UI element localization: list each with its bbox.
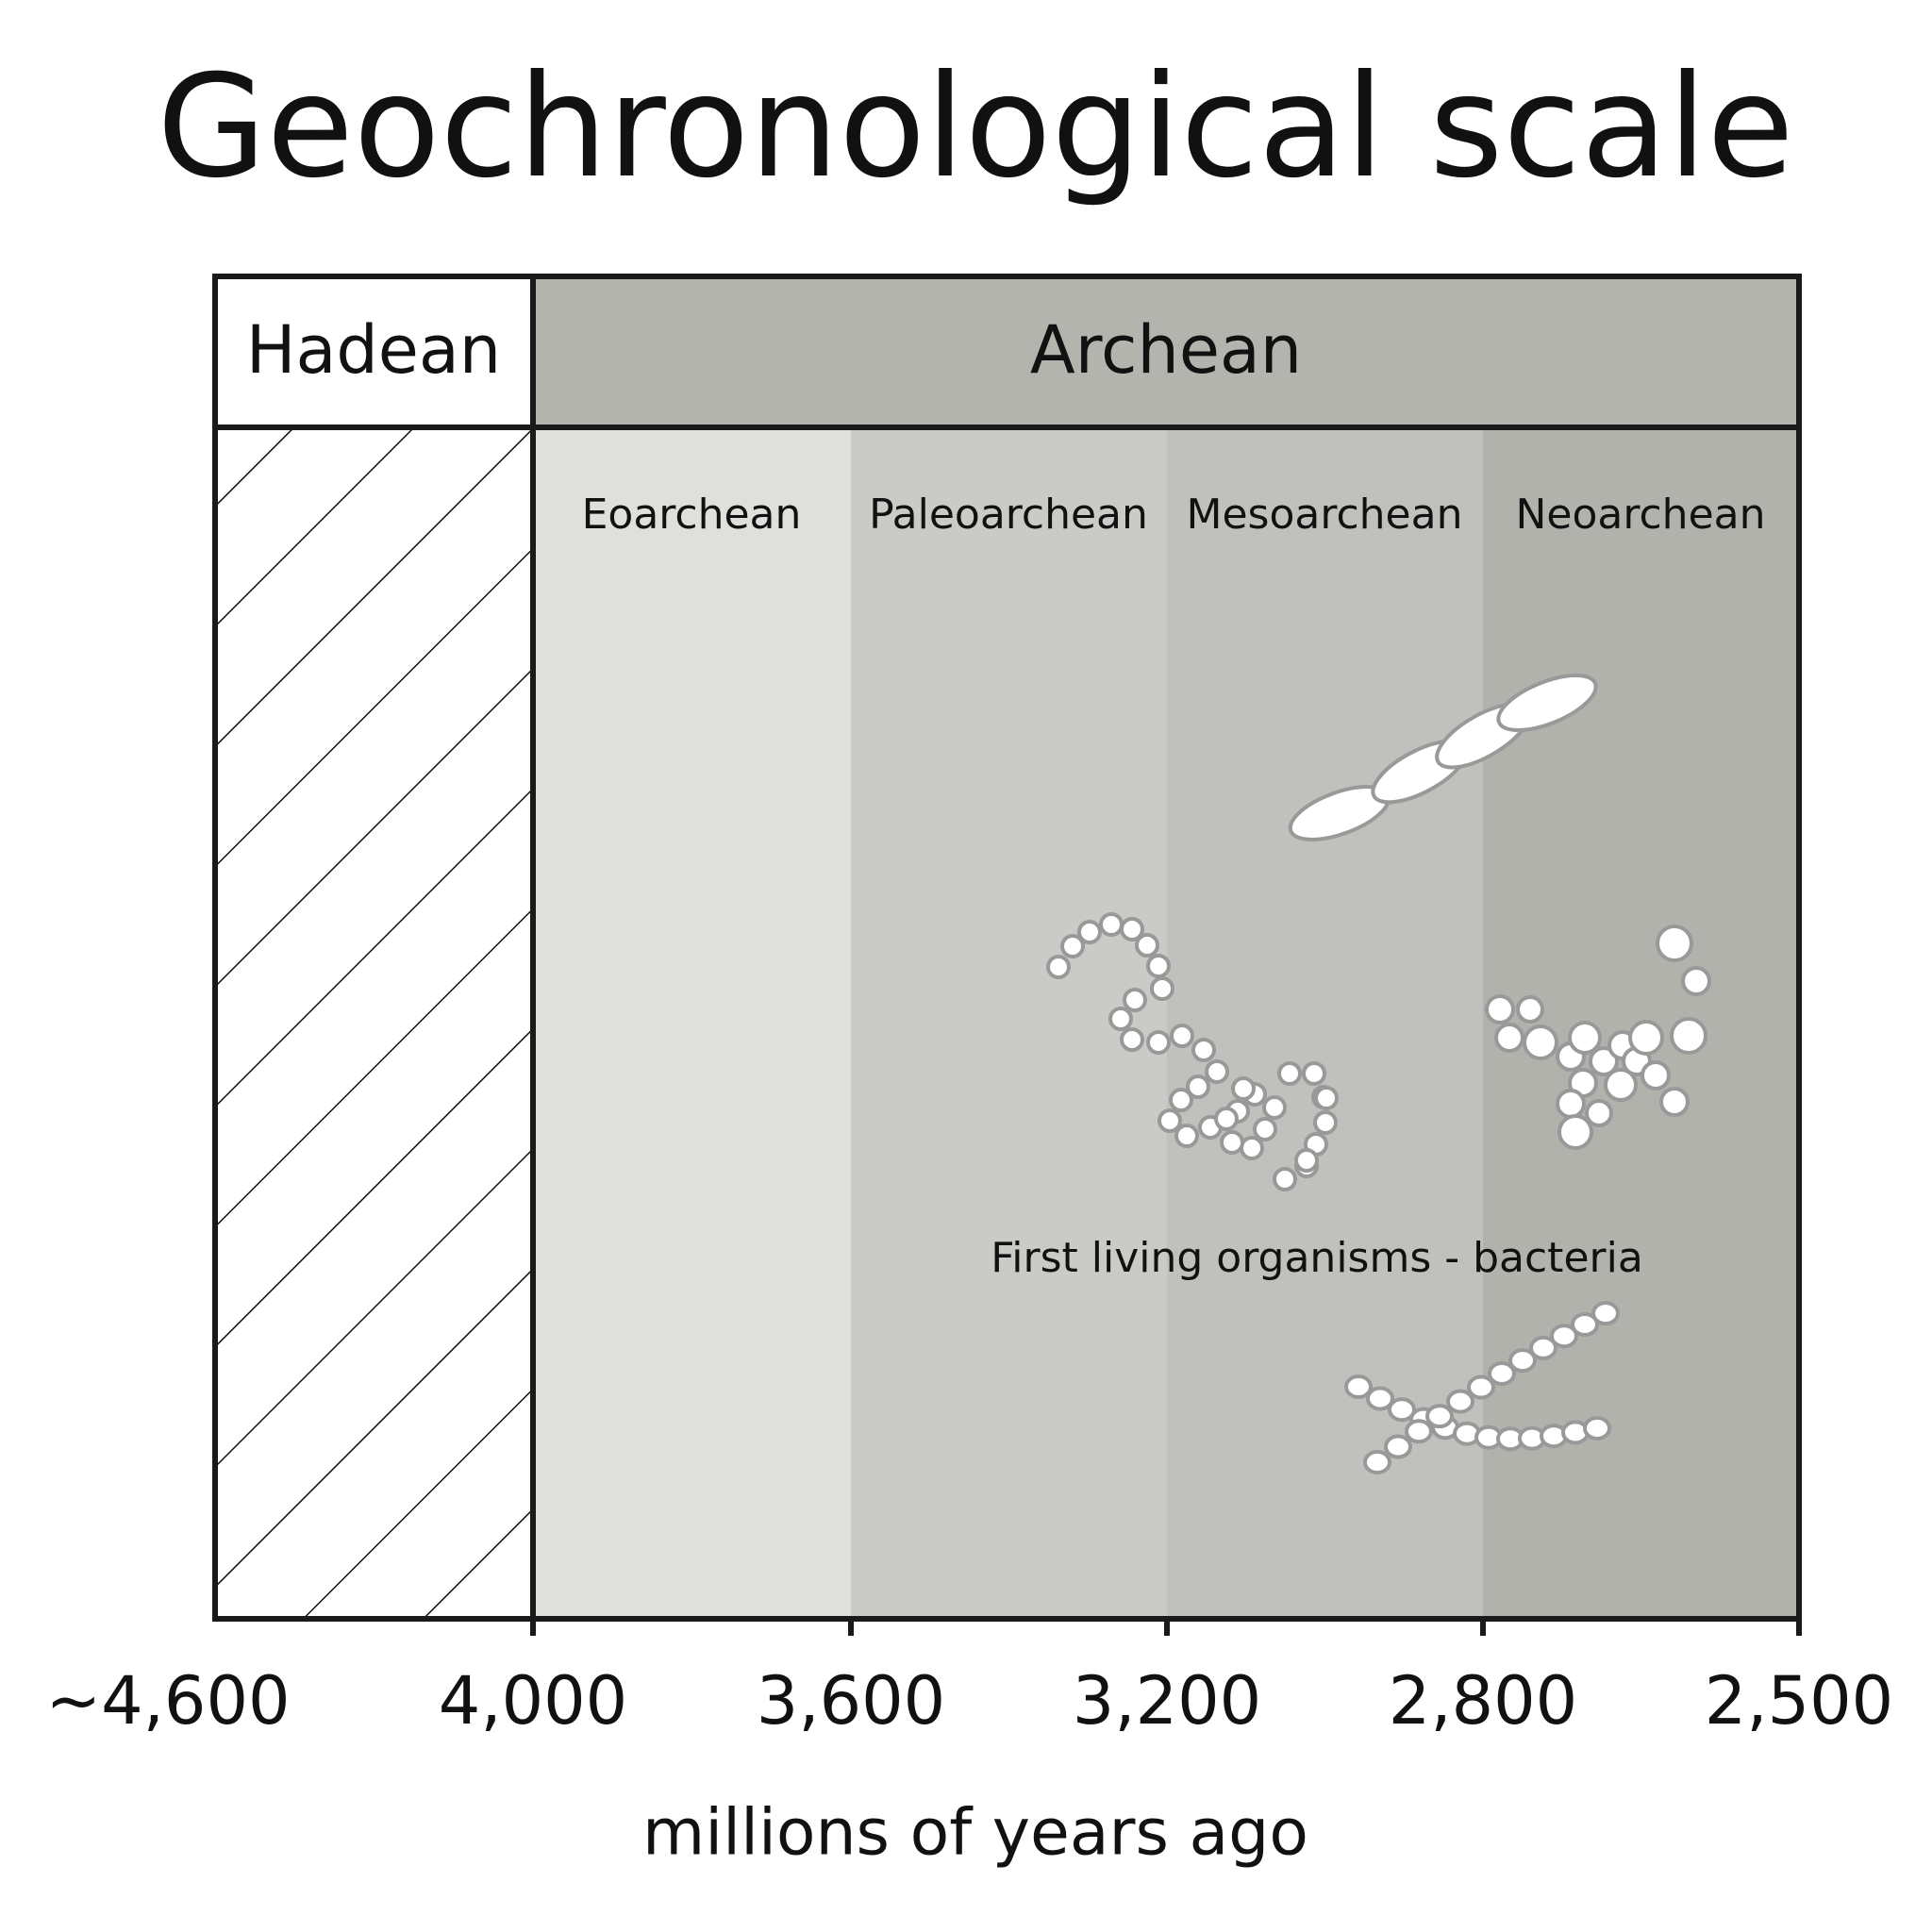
bacterium bbox=[1077, 920, 1102, 944]
bacterium bbox=[1508, 1348, 1537, 1374]
bacterium bbox=[1363, 1450, 1391, 1474]
bacterium bbox=[1135, 933, 1159, 958]
bacterium bbox=[1231, 1076, 1256, 1101]
bacterium bbox=[1681, 966, 1711, 996]
bacterium bbox=[1120, 917, 1144, 941]
era-label: Mesoarchean bbox=[1187, 491, 1463, 539]
archean-header bbox=[533, 276, 1799, 427]
bacterium bbox=[1169, 1088, 1193, 1112]
tick-label: 2,800 bbox=[1389, 1662, 1577, 1740]
bacterium bbox=[1344, 1374, 1373, 1399]
bacterium bbox=[1446, 1389, 1474, 1414]
bacterium bbox=[1277, 1061, 1302, 1086]
bacterium bbox=[1186, 1074, 1210, 1099]
bacterium bbox=[1120, 1027, 1144, 1052]
eon-label: Hadean bbox=[246, 311, 501, 389]
bacterium bbox=[1516, 995, 1544, 1024]
bacterium bbox=[1262, 1095, 1287, 1120]
bacterium bbox=[1158, 1108, 1182, 1133]
bacterium bbox=[1314, 1086, 1339, 1110]
tick-label: 2,500 bbox=[1705, 1662, 1893, 1740]
bacterium bbox=[1571, 1312, 1599, 1338]
bacterium bbox=[1174, 1124, 1199, 1148]
bacterium bbox=[1656, 924, 1693, 962]
tick-label: 3,200 bbox=[1073, 1662, 1261, 1740]
bacterium bbox=[1591, 1301, 1620, 1326]
bacterium bbox=[1467, 1374, 1495, 1400]
bacteria-illustration bbox=[1046, 674, 1711, 1474]
bacterium bbox=[1488, 1361, 1516, 1387]
bacterium bbox=[1659, 1087, 1690, 1117]
bacterium bbox=[1556, 1089, 1586, 1119]
bacterium bbox=[1670, 1017, 1707, 1055]
bacterium bbox=[1583, 1415, 1611, 1441]
era-label: Paleoarchean bbox=[869, 491, 1148, 539]
bacterium bbox=[1568, 1021, 1602, 1055]
bacterium bbox=[1046, 955, 1071, 979]
eon-label: Archean bbox=[1030, 311, 1302, 389]
bacterium bbox=[1191, 1038, 1216, 1062]
bacterium bbox=[1557, 1114, 1593, 1150]
bacterium bbox=[1123, 988, 1147, 1012]
bacterium bbox=[1529, 1335, 1557, 1360]
bacterium bbox=[1294, 1148, 1319, 1173]
bacterium bbox=[1384, 1434, 1412, 1459]
bacterium bbox=[1589, 1046, 1619, 1076]
bacterium bbox=[1150, 976, 1174, 1001]
bacterium bbox=[1494, 1023, 1524, 1053]
bacterium bbox=[1060, 934, 1085, 958]
bacterium bbox=[1146, 954, 1171, 978]
hatching bbox=[215, 427, 533, 1619]
bacterium bbox=[1170, 1024, 1194, 1048]
era-label: Neoarchean bbox=[1516, 491, 1766, 539]
mesoarchean-band bbox=[1167, 427, 1483, 1619]
era-label: Eoarchean bbox=[582, 491, 802, 539]
bacterium bbox=[1205, 1059, 1229, 1084]
bacterium bbox=[1485, 994, 1515, 1024]
bacterium bbox=[1108, 1007, 1133, 1031]
eoarchean-band bbox=[533, 427, 851, 1619]
title: Geochronological scale bbox=[157, 45, 1793, 209]
bacterium bbox=[1214, 1107, 1239, 1131]
bacterium bbox=[1388, 1397, 1416, 1423]
bacterium bbox=[1405, 1419, 1433, 1444]
bacterium bbox=[1523, 1024, 1558, 1060]
bacterium bbox=[1425, 1404, 1454, 1429]
bacterium bbox=[1550, 1324, 1578, 1349]
bacterium bbox=[1273, 1167, 1297, 1191]
bacterium bbox=[1496, 674, 1598, 732]
bacterium bbox=[1253, 1117, 1277, 1141]
annotation: First living organisms - bacteria bbox=[991, 1234, 1643, 1282]
tick-label: ~4,600 bbox=[45, 1662, 290, 1740]
hadean-header bbox=[215, 276, 533, 427]
frame bbox=[212, 274, 1802, 1636]
bacterium bbox=[1628, 1020, 1664, 1056]
bacterium bbox=[1585, 1099, 1613, 1127]
bacterium bbox=[1240, 1136, 1264, 1160]
bacterium bbox=[1604, 1068, 1638, 1102]
bacterium bbox=[1641, 1060, 1671, 1091]
bacterium bbox=[1302, 1061, 1326, 1086]
bacterium bbox=[1146, 1030, 1171, 1055]
axis-label: millions of years ago bbox=[642, 1796, 1308, 1871]
bacterium bbox=[1366, 1386, 1394, 1411]
tick-label: 3,600 bbox=[757, 1662, 945, 1740]
bacterium bbox=[1313, 1110, 1338, 1135]
bacterium bbox=[1099, 912, 1124, 937]
bacterium bbox=[1220, 1130, 1244, 1155]
tick-label: 4,000 bbox=[439, 1662, 627, 1740]
